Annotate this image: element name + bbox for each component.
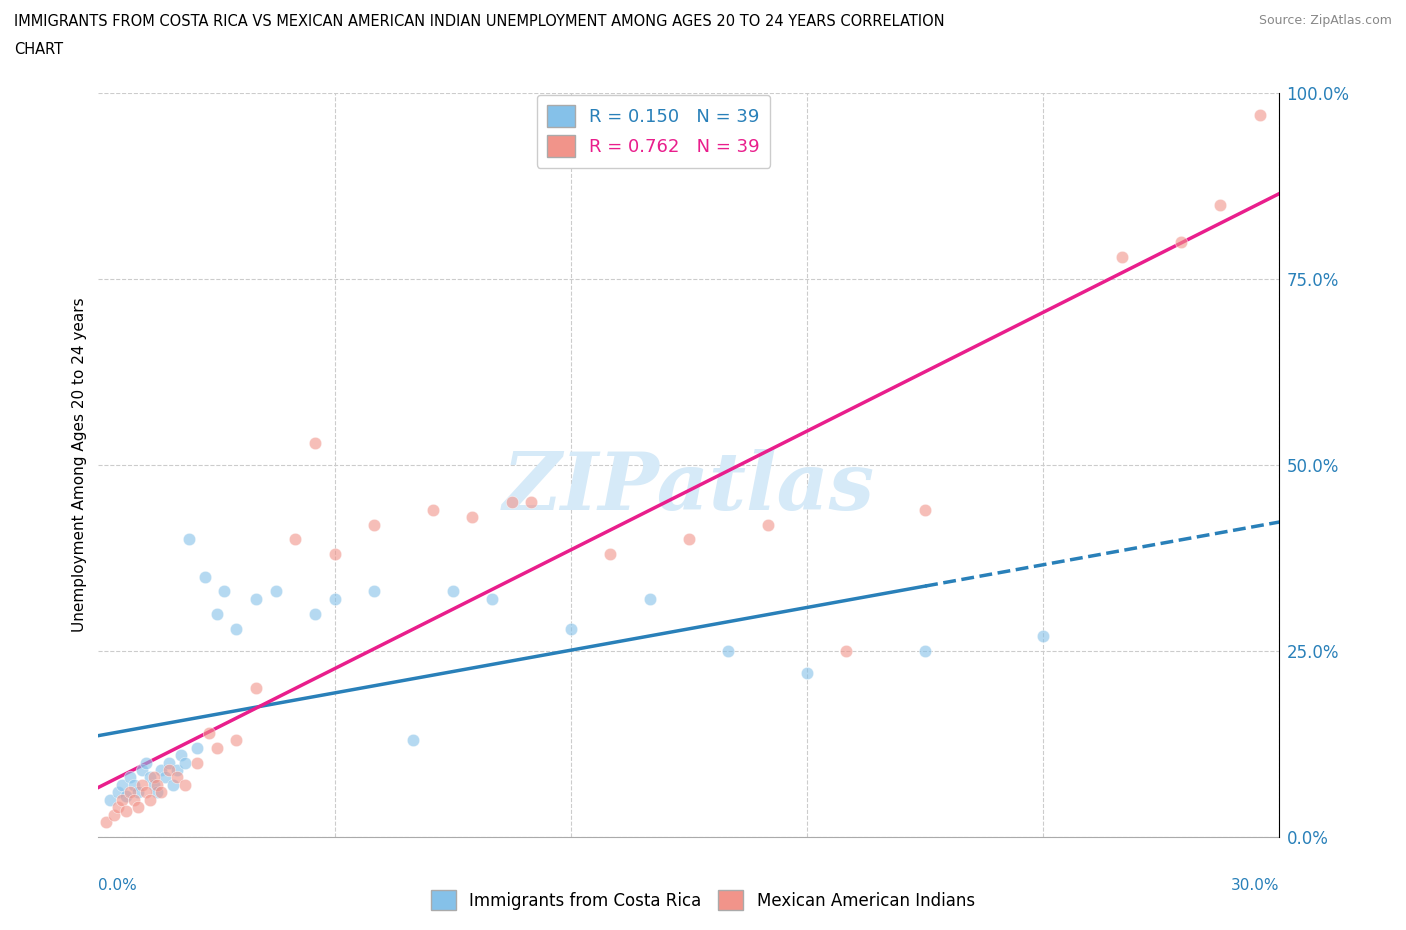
- Point: [146, 785, 169, 800]
- Point: [205, 740, 228, 755]
- Point: [142, 770, 165, 785]
- Point: [560, 621, 582, 636]
- Point: [142, 777, 165, 792]
- Point: [1111, 249, 1133, 264]
- Point: [186, 740, 208, 755]
- Point: [186, 755, 208, 770]
- Y-axis label: Unemployment Among Ages 20 to 24 years: Unemployment Among Ages 20 to 24 years: [72, 298, 87, 632]
- Point: [363, 584, 385, 599]
- Point: [441, 584, 464, 599]
- Point: [1249, 108, 1271, 123]
- Point: [127, 800, 149, 815]
- Point: [166, 763, 188, 777]
- Point: [177, 532, 200, 547]
- Point: [194, 569, 217, 584]
- Point: [157, 763, 180, 777]
- Point: [1032, 629, 1054, 644]
- Text: ZIPatlas: ZIPatlas: [503, 448, 875, 526]
- Point: [131, 763, 153, 777]
- Point: [118, 785, 141, 800]
- Point: [1170, 234, 1192, 249]
- Point: [103, 807, 125, 822]
- Legend: Immigrants from Costa Rica, Mexican American Indians: Immigrants from Costa Rica, Mexican Amer…: [425, 884, 981, 917]
- Point: [678, 532, 700, 547]
- Point: [111, 777, 134, 792]
- Point: [481, 591, 503, 606]
- Point: [174, 755, 197, 770]
- Point: [914, 644, 936, 658]
- Point: [225, 621, 247, 636]
- Point: [122, 777, 145, 792]
- Point: [422, 502, 444, 517]
- Point: [638, 591, 661, 606]
- Point: [520, 495, 543, 510]
- Point: [170, 748, 193, 763]
- Point: [796, 666, 818, 681]
- Point: [138, 770, 160, 785]
- Point: [146, 777, 169, 792]
- Point: [111, 792, 134, 807]
- Point: [304, 606, 326, 621]
- Point: [225, 733, 247, 748]
- Text: IMMIGRANTS FROM COSTA RICA VS MEXICAN AMERICAN INDIAN UNEMPLOYMENT AMONG AGES 20: IMMIGRANTS FROM COSTA RICA VS MEXICAN AM…: [14, 14, 945, 29]
- Point: [174, 777, 197, 792]
- Point: [402, 733, 425, 748]
- Point: [166, 770, 188, 785]
- Point: [107, 800, 129, 815]
- Point: [501, 495, 523, 510]
- Point: [138, 792, 160, 807]
- Point: [135, 785, 157, 800]
- Point: [323, 591, 346, 606]
- Point: [205, 606, 228, 621]
- Point: [162, 777, 184, 792]
- Point: [717, 644, 740, 658]
- Point: [118, 770, 141, 785]
- Point: [363, 517, 385, 532]
- Text: Source: ZipAtlas.com: Source: ZipAtlas.com: [1258, 14, 1392, 27]
- Point: [599, 547, 621, 562]
- Point: [214, 584, 236, 599]
- Point: [131, 777, 153, 792]
- Text: 30.0%: 30.0%: [1232, 878, 1279, 893]
- Point: [197, 725, 219, 740]
- Point: [835, 644, 858, 658]
- Point: [1209, 197, 1232, 212]
- Point: [115, 789, 138, 804]
- Point: [150, 785, 173, 800]
- Point: [304, 435, 326, 450]
- Point: [135, 755, 157, 770]
- Point: [107, 785, 129, 800]
- Point: [98, 792, 121, 807]
- Text: 0.0%: 0.0%: [98, 878, 138, 893]
- Point: [264, 584, 287, 599]
- Point: [756, 517, 779, 532]
- Point: [284, 532, 307, 547]
- Point: [461, 510, 484, 525]
- Point: [323, 547, 346, 562]
- Point: [127, 785, 149, 800]
- Point: [122, 792, 145, 807]
- Point: [914, 502, 936, 517]
- Point: [245, 681, 267, 696]
- Legend: R = 0.150   N = 39, R = 0.762   N = 39: R = 0.150 N = 39, R = 0.762 N = 39: [537, 95, 770, 167]
- Text: CHART: CHART: [14, 42, 63, 57]
- Point: [115, 804, 138, 818]
- Point: [157, 755, 180, 770]
- Point: [96, 815, 118, 830]
- Point: [150, 763, 173, 777]
- Point: [155, 770, 177, 785]
- Point: [245, 591, 267, 606]
